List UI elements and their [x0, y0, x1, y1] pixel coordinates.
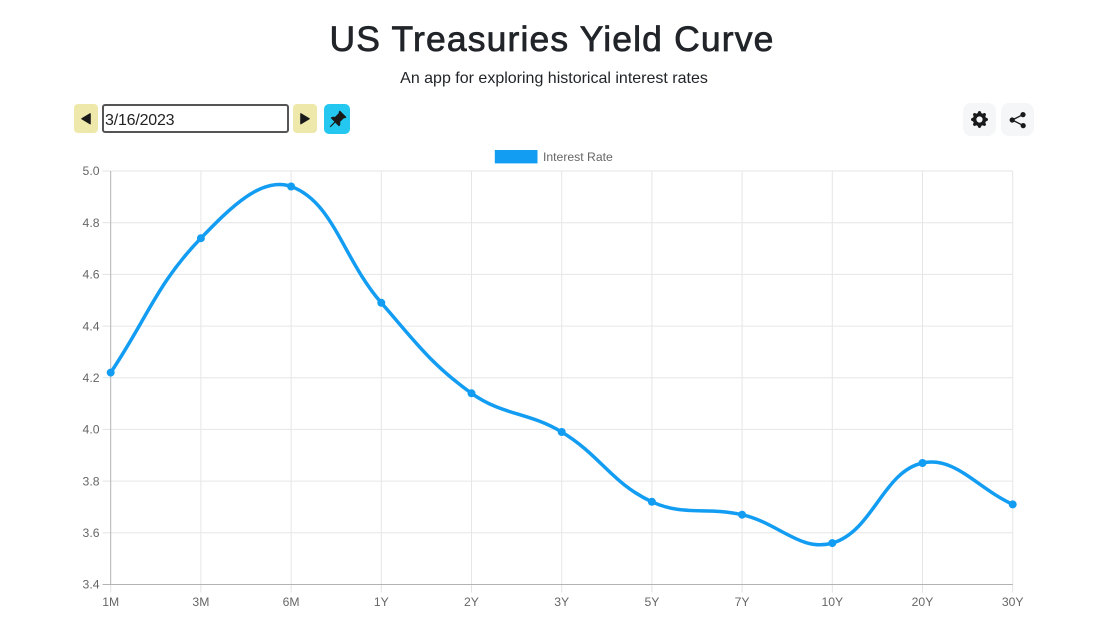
- svg-text:10Y: 10Y: [821, 595, 843, 609]
- svg-text:3.6: 3.6: [83, 526, 100, 540]
- svg-text:5Y: 5Y: [644, 595, 659, 609]
- svg-text:20Y: 20Y: [912, 595, 934, 609]
- svg-text:3.8: 3.8: [83, 474, 100, 488]
- svg-text:7Y: 7Y: [735, 595, 750, 609]
- svg-text:4.2: 4.2: [83, 371, 100, 385]
- svg-text:6M: 6M: [283, 595, 300, 609]
- svg-text:3M: 3M: [192, 595, 209, 609]
- svg-text:4.0: 4.0: [83, 423, 100, 437]
- svg-text:4.6: 4.6: [83, 268, 100, 282]
- svg-text:1Y: 1Y: [374, 595, 389, 609]
- svg-text:1M: 1M: [102, 595, 119, 609]
- svg-text:5.0: 5.0: [83, 164, 100, 178]
- svg-text:30Y: 30Y: [1002, 595, 1024, 609]
- svg-text:3.4: 3.4: [83, 578, 100, 592]
- svg-text:Interest Rate: Interest Rate: [543, 150, 613, 164]
- svg-text:2Y: 2Y: [464, 595, 479, 609]
- svg-text:4.8: 4.8: [83, 216, 100, 230]
- svg-text:4.4: 4.4: [83, 319, 100, 333]
- svg-text:3Y: 3Y: [554, 595, 569, 609]
